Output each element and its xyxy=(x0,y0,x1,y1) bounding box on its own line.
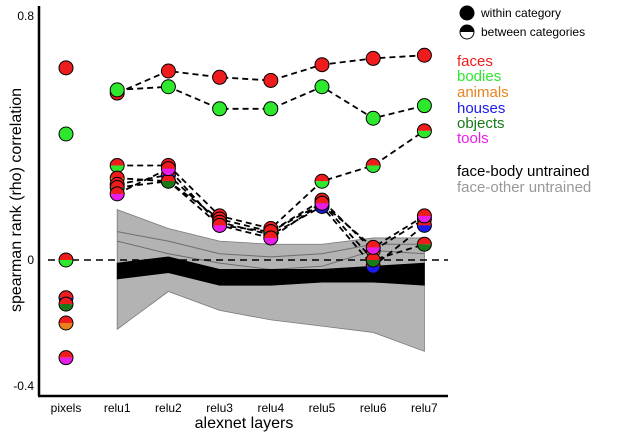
legend-category-label: animals xyxy=(457,84,509,101)
data-point xyxy=(365,239,381,255)
band-face-body-untrained xyxy=(116,256,425,286)
data-point xyxy=(160,173,176,189)
data-point xyxy=(365,158,381,173)
data-point xyxy=(160,79,176,95)
x-tick-label: relu2 xyxy=(155,401,182,415)
data-point xyxy=(263,230,279,246)
data-point xyxy=(58,315,74,331)
legend-category-label: face-other untrained xyxy=(457,179,591,196)
data-point xyxy=(416,208,432,224)
x-tick-label: relu1 xyxy=(104,401,131,415)
series-points xyxy=(58,47,432,366)
data-point xyxy=(160,161,176,177)
data-point xyxy=(314,57,330,73)
data-point xyxy=(109,158,125,173)
legend: within category between categories facesbo… xyxy=(457,5,591,196)
data-point xyxy=(58,60,74,76)
y-tick-label-top: 0.8 xyxy=(17,9,34,23)
data-point xyxy=(314,195,330,211)
x-tick-labels: pixels relu1 relu2 relu3 relu4 relu5 relu6 relu… xyxy=(51,401,438,415)
data-point xyxy=(314,173,330,189)
x-axis-title: alexnet layers xyxy=(195,415,294,432)
y-axis-title: spearman rank (rho) correlation xyxy=(8,88,25,312)
y-tick-label-zero: 0 xyxy=(27,253,34,267)
data-point xyxy=(58,252,74,268)
data-point xyxy=(212,101,228,117)
legend-within-label: within category xyxy=(480,6,561,20)
legend-category-label: houses xyxy=(457,100,505,117)
data-point xyxy=(416,98,432,114)
data-point xyxy=(58,296,74,312)
legend-filled-marker xyxy=(459,5,475,21)
legend-half-marker xyxy=(459,24,475,40)
data-point xyxy=(58,126,74,142)
legend-category-label: tools xyxy=(457,130,489,147)
data-point xyxy=(416,236,432,252)
data-point xyxy=(58,350,74,366)
data-point xyxy=(109,186,125,202)
y-tick-label-bottom: -0.4 xyxy=(13,379,34,393)
legend-category-label: face-body untrained xyxy=(457,163,590,180)
x-tick-label: relu6 xyxy=(360,401,387,415)
x-tick-label: relu5 xyxy=(309,401,336,415)
data-point xyxy=(109,82,125,98)
legend-category-label: bodies xyxy=(457,68,501,85)
legend-category-label: objects xyxy=(457,115,505,132)
x-tick-label: relu7 xyxy=(411,401,438,415)
untrained-bands xyxy=(116,209,425,352)
x-tick-label: pixels xyxy=(51,401,82,415)
data-point xyxy=(365,50,381,66)
data-point xyxy=(263,101,279,117)
data-point xyxy=(416,47,432,63)
data-point xyxy=(212,69,228,85)
data-point xyxy=(212,217,228,233)
legend-category-label: faces xyxy=(457,53,493,70)
data-point xyxy=(365,252,381,268)
data-point xyxy=(160,63,176,79)
data-point xyxy=(314,79,330,95)
data-point xyxy=(365,110,381,126)
x-tick-label: relu3 xyxy=(206,401,233,415)
axes: 0.8 0 -0.4 pixels relu1 relu2 relu3 relu4 rel… xyxy=(8,6,448,432)
data-point xyxy=(263,72,279,88)
data-point xyxy=(416,123,432,139)
legend-between-label: between categories xyxy=(481,25,585,39)
x-tick-label: relu4 xyxy=(257,401,284,415)
